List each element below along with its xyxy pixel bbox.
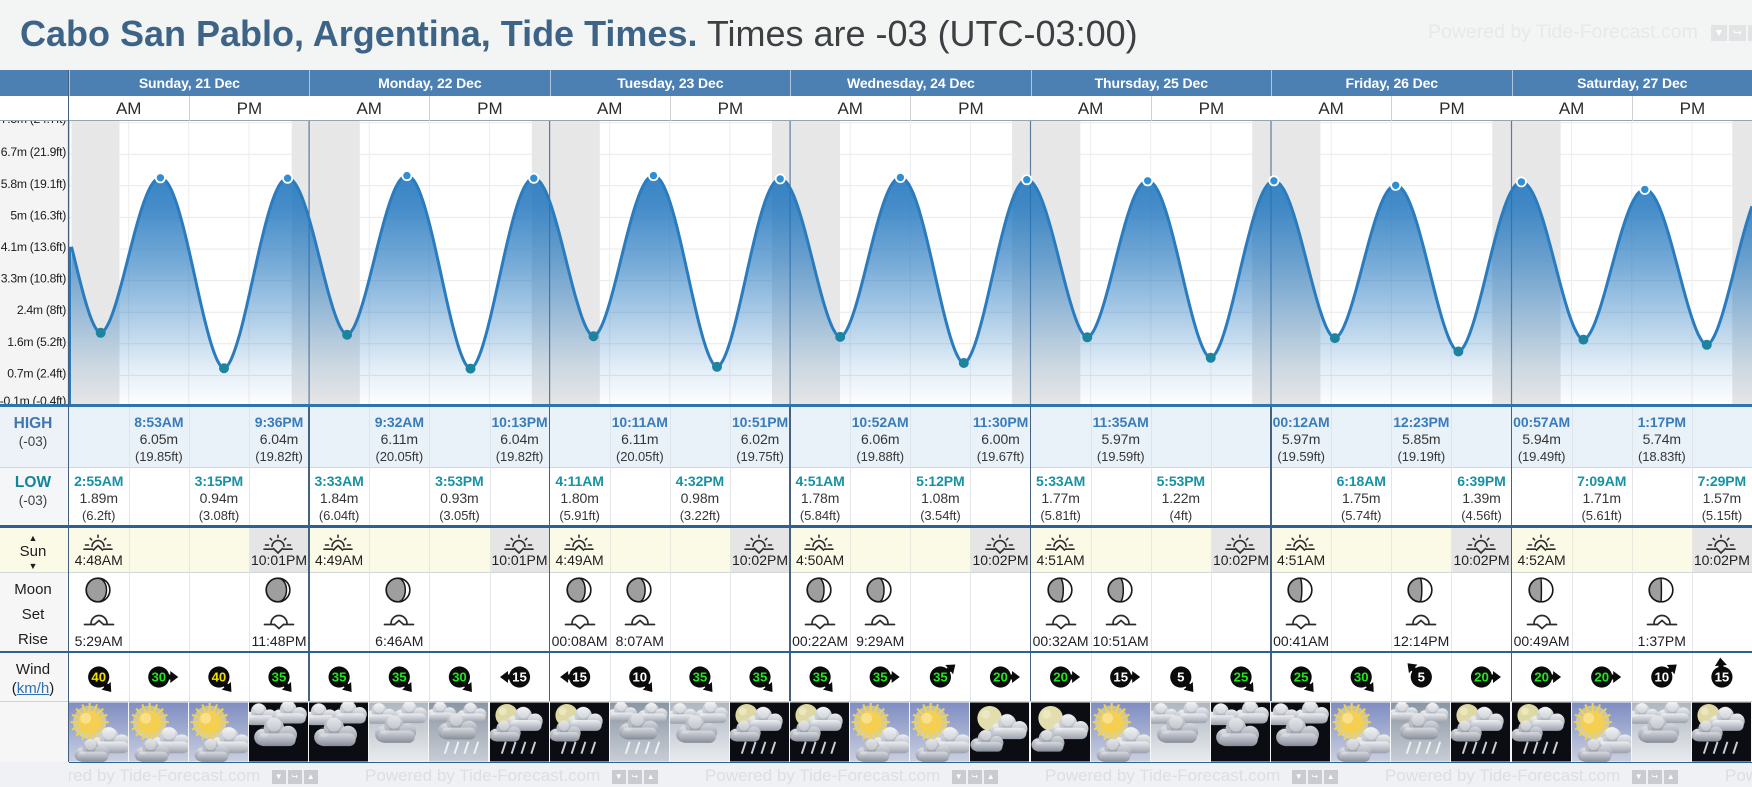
svg-text:35: 35 xyxy=(332,670,347,685)
svg-text:10: 10 xyxy=(1654,670,1669,685)
svg-text:5m (16.3ft): 5m (16.3ft) xyxy=(10,208,66,222)
svg-text:35: 35 xyxy=(272,670,287,685)
svg-text:35: 35 xyxy=(392,670,407,685)
svg-text:25: 25 xyxy=(1294,670,1309,685)
svg-text:2.4m (8ft): 2.4m (8ft) xyxy=(17,303,66,317)
svg-text:35: 35 xyxy=(873,670,888,685)
svg-text:40: 40 xyxy=(212,670,227,685)
svg-text:10: 10 xyxy=(632,670,647,685)
svg-text:15: 15 xyxy=(1113,670,1128,685)
svg-text:35: 35 xyxy=(693,670,708,685)
svg-text:30: 30 xyxy=(452,670,467,685)
svg-text:20: 20 xyxy=(1474,670,1489,685)
svg-text:4.1m (13.6ft): 4.1m (13.6ft) xyxy=(1,240,66,254)
svg-text:-0.1m (-0.4ft): -0.1m (-0.4ft) xyxy=(0,394,66,404)
svg-text:15: 15 xyxy=(572,670,587,685)
svg-text:35: 35 xyxy=(813,670,828,685)
svg-text:20: 20 xyxy=(1534,670,1549,685)
svg-text:5: 5 xyxy=(1418,670,1425,685)
svg-text:35: 35 xyxy=(933,670,948,685)
svg-text:5: 5 xyxy=(1177,670,1184,685)
svg-text:40: 40 xyxy=(91,670,106,685)
svg-text:25: 25 xyxy=(1234,670,1249,685)
svg-text:20: 20 xyxy=(1594,670,1609,685)
svg-text:5.8m (19.1ft): 5.8m (19.1ft) xyxy=(1,177,66,191)
svg-text:15: 15 xyxy=(1715,670,1730,685)
svg-text:35: 35 xyxy=(753,670,768,685)
svg-text:30: 30 xyxy=(151,670,166,685)
svg-text:7.5m (24.7ft): 7.5m (24.7ft) xyxy=(1,121,66,126)
svg-text:0.7m (2.4ft): 0.7m (2.4ft) xyxy=(7,366,66,380)
svg-text:15: 15 xyxy=(512,670,527,685)
svg-text:1.6m (5.2ft): 1.6m (5.2ft) xyxy=(7,335,66,349)
svg-text:20: 20 xyxy=(993,670,1008,685)
svg-text:6.7m (21.9ft): 6.7m (21.9ft) xyxy=(1,145,66,159)
svg-text:20: 20 xyxy=(1053,670,1068,685)
svg-text:3.3m (10.8ft): 3.3m (10.8ft) xyxy=(1,272,66,286)
svg-text:30: 30 xyxy=(1354,670,1369,685)
